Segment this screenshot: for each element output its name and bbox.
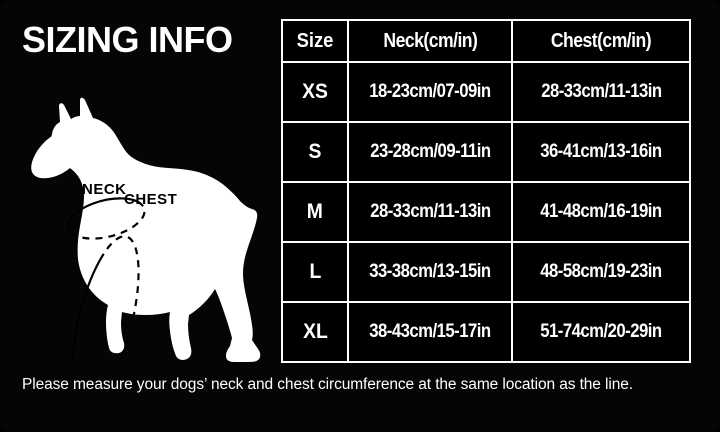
cell-neck-value: 33-38cm/13-15in [369, 261, 491, 282]
table-row: L 33-38cm/13-15in 48-58cm/19-23in [281, 241, 691, 303]
cell-chest-value: 48-58cm/19-23in [540, 261, 662, 282]
cell-chest-value: 41-48cm/16-19in [540, 201, 662, 222]
cell-chest: 48-58cm/19-23in [511, 241, 691, 303]
column-header-size: Size [281, 19, 349, 63]
cell-size: S [281, 121, 349, 183]
page-title: SIZING INFO [22, 19, 233, 60]
cell-size: M [281, 181, 349, 243]
cell-chest: 28-33cm/11-13in [511, 61, 691, 123]
column-header-chest: Chest(cm/in) [511, 19, 691, 63]
dog-measurement-illustration: NECK CHEST [16, 72, 278, 364]
column-header-neck: Neck(cm/in) [347, 19, 513, 63]
cell-neck: 23-28cm/09-11in [347, 121, 513, 183]
cell-neck: 38-43cm/15-17in [347, 301, 513, 363]
cell-size-value: M [306, 200, 324, 223]
cell-neck: 28-33cm/11-13in [347, 181, 513, 243]
table-row: XL 38-43cm/15-17in 51-74cm/20-29in [281, 301, 691, 363]
column-header-neck-label: Neck(cm/in) [383, 29, 477, 52]
cell-chest-value: 28-33cm/11-13in [540, 81, 662, 102]
cell-size: XS [281, 61, 349, 123]
table-header-row: Size Neck(cm/in) Chest(cm/in) [281, 19, 691, 63]
cell-neck-value: 18-23cm/07-09in [369, 81, 491, 102]
cell-neck-value: 28-33cm/11-13in [369, 201, 491, 222]
size-chart-table: Size Neck(cm/in) Chest(cm/in) XS 18-23cm… [281, 19, 691, 363]
cell-size: XL [281, 301, 349, 363]
chest-measure-ellipse [71, 235, 140, 364]
cell-chest-value: 51-74cm/20-29in [540, 321, 662, 342]
table-row: XS 18-23cm/07-09in 28-33cm/11-13in [281, 61, 691, 123]
cell-size-value: XS [302, 80, 328, 103]
neck-measure-ellipse [67, 197, 146, 240]
cell-size-value: S [308, 140, 322, 163]
cell-chest: 41-48cm/16-19in [511, 181, 691, 243]
cell-size-value: XL [302, 320, 328, 343]
cell-neck: 18-23cm/07-09in [347, 61, 513, 123]
cell-neck-value: 23-28cm/09-11in [369, 141, 491, 162]
cell-neck: 33-38cm/13-15in [347, 241, 513, 303]
dog-silhouette-icon [31, 97, 261, 362]
table-row: S 23-28cm/09-11in 36-41cm/13-16in [281, 121, 691, 183]
table-row: M 28-33cm/11-13in 41-48cm/16-19in [281, 181, 691, 243]
neck-label: NECK [82, 181, 127, 198]
cell-chest: 51-74cm/20-29in [511, 301, 691, 363]
column-header-chest-label: Chest(cm/in) [550, 29, 652, 52]
column-header-size-label: Size [296, 29, 334, 52]
cell-chest-value: 36-41cm/13-16in [540, 141, 662, 162]
cell-chest: 36-41cm/13-16in [511, 121, 691, 183]
cell-neck-value: 38-43cm/15-17in [369, 321, 491, 342]
chest-label: CHEST [124, 191, 177, 208]
cell-size-value: L [309, 260, 321, 283]
measurement-instruction-caption: Please measure your dogs’ neck and chest… [22, 376, 633, 393]
cell-size: L [281, 241, 349, 303]
